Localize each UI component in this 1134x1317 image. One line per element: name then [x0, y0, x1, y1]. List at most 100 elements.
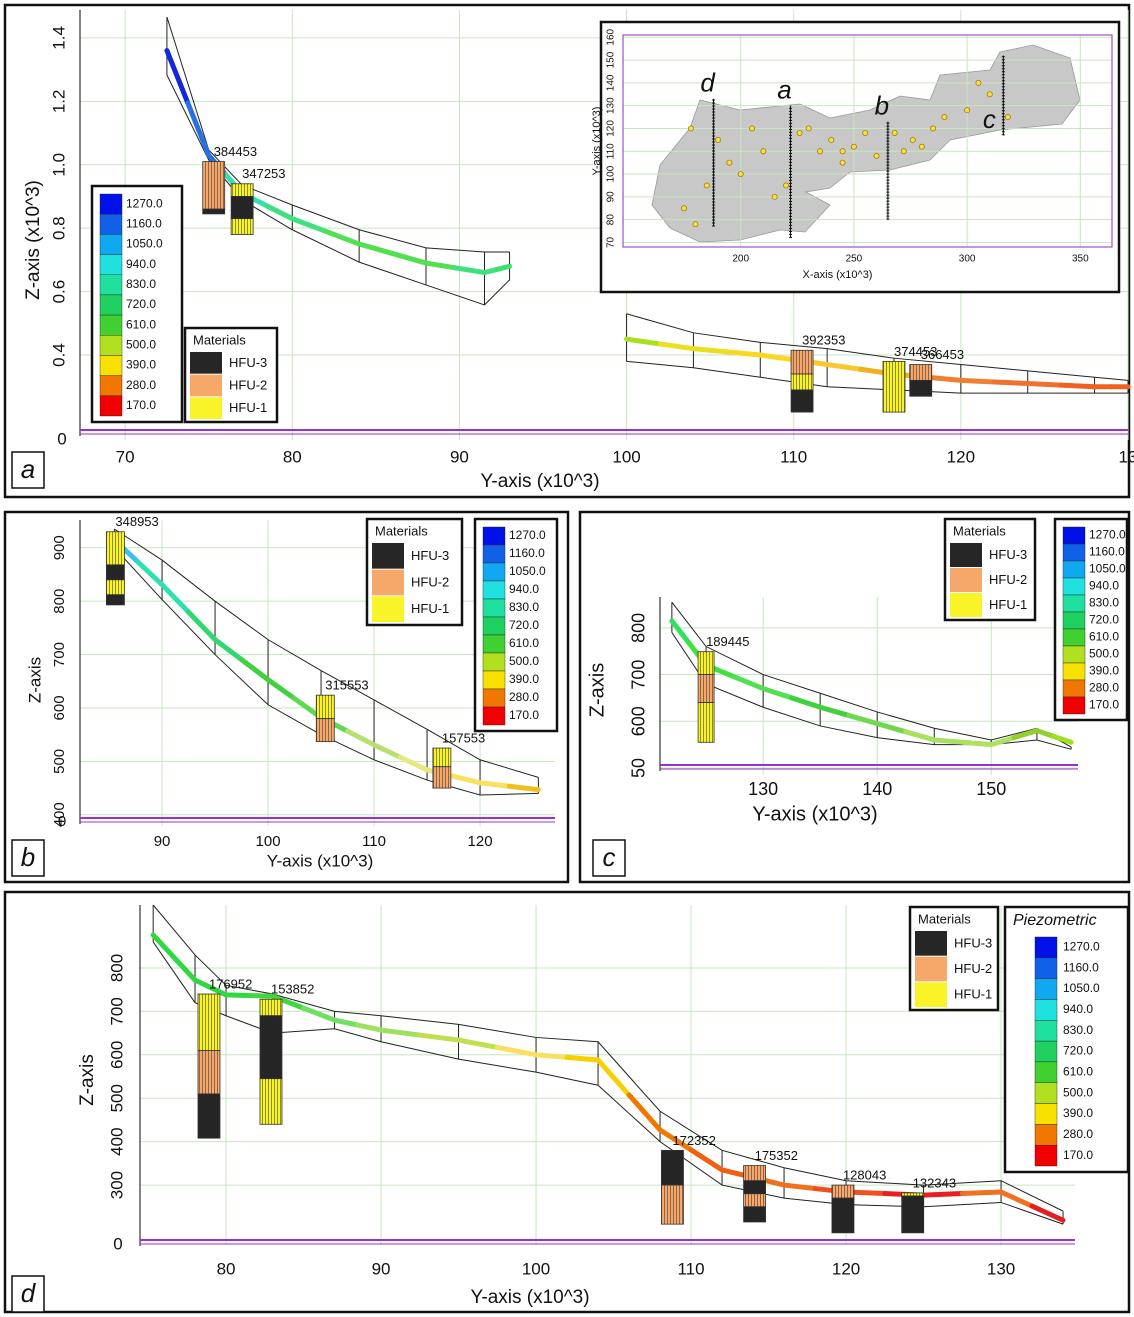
- piezometric-head: [239, 657, 298, 702]
- well-label: 348953: [115, 514, 158, 529]
- piezometric-head: [417, 1032, 500, 1050]
- well-hatch: [432, 748, 451, 767]
- well-label: 132343: [913, 1175, 956, 1190]
- y-tick-label: 500: [51, 749, 68, 774]
- scale-swatch: [1062, 645, 1086, 664]
- legend-label: HFU-1: [229, 400, 267, 415]
- scale-label: 1160.0: [509, 546, 545, 560]
- scale-swatch: [482, 706, 506, 726]
- well-point: [796, 130, 803, 136]
- legend-swatch: [190, 397, 222, 419]
- well-hatch: [316, 695, 335, 719]
- well-point: [681, 205, 688, 212]
- scale-label: 720.0: [126, 297, 156, 311]
- x-tick-label: 200: [732, 254, 749, 265]
- piezometric-head: [959, 1189, 1035, 1209]
- scale-label: 720.0: [1063, 1044, 1093, 1058]
- scale-label: 940.0: [126, 257, 156, 271]
- scale-label: 1270.0: [1089, 528, 1126, 542]
- piezometric-head: [657, 341, 730, 355]
- y-tick-label: 0.4: [49, 343, 68, 367]
- x-tick-label: 90: [372, 1259, 391, 1278]
- well-hatch: [882, 361, 905, 413]
- well-hatch: [106, 564, 125, 580]
- piezometric-head: [452, 265, 500, 276]
- well-point: [771, 193, 778, 200]
- well-point: [805, 125, 812, 132]
- well-hatch: [259, 999, 282, 1016]
- panel-label-box: [11, 839, 45, 877]
- legend-swatch: [372, 569, 404, 596]
- piezometric-head: [789, 695, 852, 718]
- piezometric-head: [626, 1092, 694, 1153]
- scale-swatch: [482, 562, 506, 582]
- x-tick-label: 70: [116, 447, 135, 466]
- x-tick-label: 100: [522, 1259, 550, 1278]
- x-tick-label: 140: [862, 779, 892, 799]
- scale-swatch: [1034, 1124, 1058, 1146]
- legend-swatch: [915, 931, 947, 956]
- piezometric-head: [135, 559, 192, 615]
- scale-label: 1270.0: [509, 528, 546, 542]
- piezometric-head: [345, 728, 404, 760]
- well-point: [817, 148, 823, 155]
- scale-label: 170.0: [126, 398, 156, 412]
- x-tick-label: 13: [1119, 447, 1134, 466]
- well-hatch: [316, 718, 335, 742]
- panel-label: a: [21, 454, 35, 484]
- plot-frame: [622, 34, 1113, 248]
- scale-swatch: [1034, 1040, 1058, 1063]
- legend-label: HFU-2: [411, 574, 449, 589]
- well-hatch: [432, 766, 451, 789]
- well-hatch: [901, 1192, 924, 1196]
- well-hatch: [259, 1015, 282, 1079]
- well-point: [783, 182, 789, 189]
- baseline-label: 0: [113, 1234, 122, 1253]
- scale-label: 830.0: [1063, 1023, 1093, 1037]
- scale-label: 500.0: [1063, 1085, 1093, 1099]
- legend-label: HFU-2: [229, 377, 267, 392]
- y-tick-label: 80: [606, 214, 617, 226]
- y-axis-label: Z-axis (x10^3): [23, 180, 44, 300]
- x-tick-label: 130: [987, 1259, 1015, 1278]
- well-hatch: [259, 1078, 282, 1125]
- y-tick-label: 800: [51, 589, 68, 614]
- scale-swatch: [1062, 526, 1086, 545]
- section-label: c: [983, 104, 996, 134]
- panel-frame: [578, 510, 1131, 884]
- piezometric-head: [624, 336, 663, 347]
- scale-swatch: [1062, 662, 1086, 681]
- scale-swatch: [99, 355, 123, 376]
- y-tick-label: 1.4: [49, 26, 68, 50]
- scale-swatch: [99, 213, 123, 235]
- x-tick-label: 100: [256, 833, 281, 850]
- scale-swatch: [99, 254, 123, 275]
- well-point: [737, 171, 744, 178]
- legend-label: HFU-3: [229, 355, 267, 370]
- scale-label: 390.0: [509, 672, 539, 686]
- legend-label: HFU-3: [989, 547, 1027, 562]
- piezometric-head: [171, 955, 214, 991]
- legend-swatch: [372, 596, 404, 622]
- well-point: [891, 130, 898, 136]
- well-point: [1004, 114, 1011, 121]
- scale-swatch: [99, 193, 123, 215]
- well-hatch: [231, 196, 254, 219]
- y-tick-label: 700: [107, 997, 126, 1025]
- x-tick-label: 120: [468, 833, 493, 850]
- scale-label: 610.0: [509, 636, 539, 650]
- piezometric-head: [323, 228, 396, 257]
- piezometric-head: [1029, 1203, 1066, 1223]
- piezometric-head: [924, 374, 997, 385]
- scale-swatch: [1034, 1103, 1058, 1125]
- well-label: 374453: [894, 344, 937, 359]
- well-point: [900, 148, 907, 155]
- piezometric-head: [208, 985, 252, 999]
- well-label: 172352: [672, 1133, 715, 1148]
- y-tick-label: 160: [606, 29, 617, 46]
- well-point: [873, 152, 880, 159]
- scale-legend: [1003, 905, 1130, 1174]
- well-point: [862, 130, 869, 136]
- scale-label: 1270.0: [1063, 940, 1100, 954]
- scale-swatch: [482, 526, 506, 546]
